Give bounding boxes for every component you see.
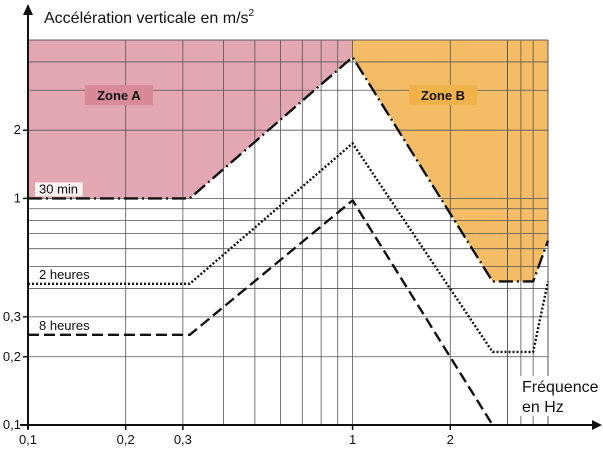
series-label-bg bbox=[35, 267, 96, 282]
x-tick-label: 0,1 bbox=[19, 432, 37, 447]
labels-layer: 30 min 2 heures 8 heures Zone A Zone B bbox=[35, 85, 478, 333]
x-tick-label: 2 bbox=[447, 432, 454, 447]
grid-layer bbox=[27, 39, 549, 426]
zone-a-label-bg bbox=[84, 85, 153, 106]
zone-b-label: Zone B bbox=[421, 88, 465, 103]
x-tick-label: 0,3 bbox=[174, 432, 192, 447]
y-tick-label: 0,1 bbox=[3, 417, 21, 432]
series-line-1 bbox=[28, 55, 550, 283]
x-axis-title-line1: Fréquence bbox=[522, 379, 599, 396]
x-axis-title-line2: en Hz bbox=[522, 399, 564, 416]
x-tick-label: 1 bbox=[349, 432, 356, 447]
series-line-3 bbox=[28, 199, 494, 426]
y-tick-label: 0,2 bbox=[3, 349, 21, 364]
series-layer bbox=[28, 55, 550, 426]
zone-a-label: Zone A bbox=[97, 88, 141, 103]
y-axis-title-text: Accélération verticale en m/s bbox=[44, 10, 249, 27]
x-tick-label: 0,2 bbox=[117, 432, 135, 447]
series-label-2: 2 heures bbox=[39, 267, 90, 282]
y-axis-title-superscript: 2 bbox=[249, 8, 255, 19]
series-label-3: 8 heures bbox=[39, 318, 90, 333]
zone-a-area bbox=[28, 40, 353, 199]
y-tick-label: 2 bbox=[14, 122, 21, 137]
series-label-bg bbox=[35, 182, 83, 197]
series-label-bg bbox=[35, 318, 96, 333]
zone-b-label-bg bbox=[409, 85, 478, 106]
y-tick-label: 0,3 bbox=[3, 309, 21, 324]
series-line-2 bbox=[28, 142, 550, 354]
x-axis-arrow bbox=[592, 420, 602, 430]
x-axis-title-bg bbox=[518, 376, 600, 416]
y-axis-arrow bbox=[23, 4, 33, 15]
series-label-1: 30 min bbox=[39, 181, 78, 196]
zones-layer bbox=[28, 40, 548, 282]
y-tick-label: 1 bbox=[14, 190, 21, 205]
y-axis-title: Accélération verticale en m/s2 bbox=[44, 8, 255, 27]
